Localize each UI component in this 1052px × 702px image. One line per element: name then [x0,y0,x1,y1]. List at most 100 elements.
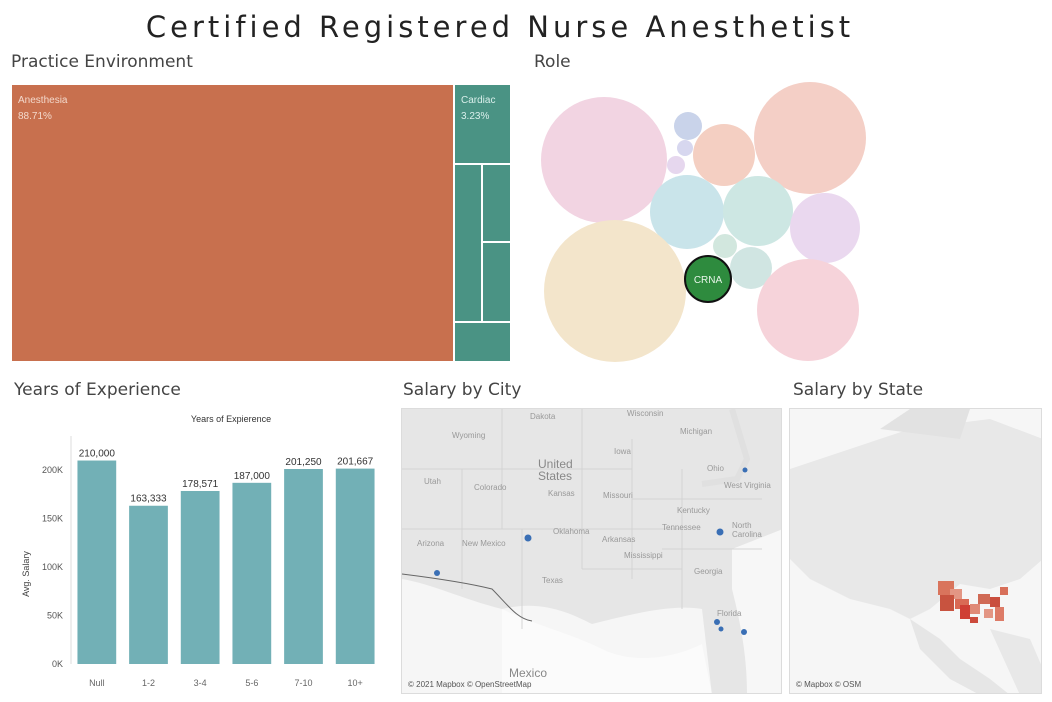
map-attribution: © 2021 Mapbox © OpenStreetMap [408,680,532,689]
y-tick-label: 0K [52,659,63,669]
x-tick-label: Null [89,678,105,688]
role-bubble[interactable] [757,259,859,361]
city-dot[interactable] [718,626,724,632]
role-bubble[interactable] [713,234,737,258]
y-axis-label: Avg. Salary [21,551,31,597]
y-tick-label: 50K [47,611,63,621]
map-attribution: © Mapbox © OSM [796,680,862,689]
role-bubble[interactable] [677,140,693,156]
practice-environment-treemap: Anesthesia 88.71% Cardiac 3.23% [11,84,511,362]
x-tick-label: 3-4 [194,678,207,688]
treemap-label-anesthesia: Anesthesia 88.71% [18,93,67,125]
role-title: Role [534,52,571,72]
map-label-state: Arizona [417,539,445,548]
map-label-state: West Virginia [724,481,771,490]
role-bubble[interactable] [541,97,667,223]
map-label-country: United States [538,457,573,483]
state-map-base [790,409,1041,693]
x-tick-label: 1-2 [142,678,155,688]
city-dot[interactable] [716,528,724,536]
role-bubble[interactable] [693,124,755,186]
y-tick-label: 100K [42,562,63,572]
map-label-state: Colorado [474,483,507,492]
map-label-state: New Mexico [462,539,506,548]
city-dot[interactable] [524,534,532,542]
treemap-cell[interactable] [454,322,511,362]
cardiac-label: Cardiac [461,95,496,106]
treemap-cell[interactable] [454,164,482,322]
bar-value-label: 163,333 [130,494,167,505]
map-label-state: Utah [424,477,441,486]
treemap-cell[interactable] [482,242,511,322]
y-tick-label: 200K [42,465,63,475]
city-dots-layer [434,467,748,635]
city-map-base [402,409,781,693]
role-bubble[interactable] [674,112,702,140]
city-dot[interactable] [434,570,440,576]
salary-by-state-map[interactable]: © Mapbox © OSM [789,408,1042,694]
bar-value-label: 187,000 [234,471,271,482]
map-label-state: Dakota [530,412,556,421]
x-tick-label: 10+ [348,678,363,688]
map-label-state: Tennessee [662,523,701,532]
bar-value-label: 201,667 [337,457,374,468]
cardiac-value: 3.23% [461,111,490,122]
map-label-state: Arkansas [602,535,636,544]
bar-5-6[interactable] [232,482,272,664]
x-tick-label: 5-6 [245,678,258,688]
city-dot[interactable] [714,619,720,625]
map-label-state: Kansas [548,489,575,498]
treemap-cell-cardiac[interactable]: Cardiac 3.23% [454,84,511,164]
bar-1-2[interactable] [129,505,168,664]
map-label-state: North Carolina [732,521,762,539]
role-bubble[interactable] [667,156,685,174]
map-label-state: Wyoming [452,431,486,440]
role-bubble[interactable] [650,175,724,249]
role-bubble[interactable] [544,220,686,362]
y-tick-label: 150K [42,514,63,524]
salary-by-city-title: Salary by City [403,380,522,400]
city-dot[interactable] [741,629,747,635]
role-bubble[interactable] [730,247,772,289]
city-dot[interactable] [742,467,748,473]
bar-value-label: 210,000 [79,449,116,460]
years-of-experience-chart: Years of Expierence Avg. Salary 0K 50K 100… [21,414,375,688]
practice-environment-title: Practice Environment [11,52,193,72]
map-label-state: Iowa [614,447,631,456]
role-bubble-crna[interactable] [684,255,732,303]
map-label-country: Mexico [509,666,548,680]
bar-value-label: 178,571 [182,479,219,490]
map-label-state: Michigan [680,427,713,436]
bar-value-label: 201,250 [285,457,322,468]
map-label-state: Georgia [694,567,723,576]
map-label-state: Oklahoma [553,527,590,536]
bar-7-10[interactable] [284,469,323,664]
role-bubble[interactable] [723,176,793,246]
state-shapes[interactable] [938,581,1008,623]
role-bubble-chart: CRNA [541,82,866,362]
map-label-state: Missouri [603,491,633,500]
bar-10+[interactable] [335,468,375,664]
years-of-experience-title: Years of Experience [14,380,181,400]
map-label-state: Ohio [707,464,724,473]
bar-Null[interactable] [77,460,117,664]
x-tick-label: 7-10 [294,678,312,688]
salary-by-city-map[interactable]: Dakota Wisconsin Michigan Wyoming Iowa O… [401,408,782,694]
role-bubble[interactable] [754,82,866,194]
bar-3-4[interactable] [180,490,220,664]
anesthesia-value: 88.71% [18,111,52,122]
anesthesia-label: Anesthesia [18,95,68,106]
dashboard-title: Certified Registered Nurse Anesthetist [145,10,855,44]
role-bubble[interactable] [790,193,860,263]
treemap-cell[interactable] [482,164,511,242]
salary-by-state-title: Salary by State [793,380,924,400]
treemap-cell-anesthesia[interactable]: Anesthesia 88.71% [11,84,454,362]
treemap-label-cardiac: Cardiac 3.23% [461,93,495,125]
map-label-state: Florida [717,609,742,618]
map-label-state: Texas [542,576,563,585]
map-label-state: Wisconsin [627,409,664,418]
map-label-state: Kentucky [677,506,710,515]
map-label-state: Mississippi [624,551,663,560]
crna-label: CRNA [694,275,723,286]
chart-title: Years of Expierence [191,414,271,424]
